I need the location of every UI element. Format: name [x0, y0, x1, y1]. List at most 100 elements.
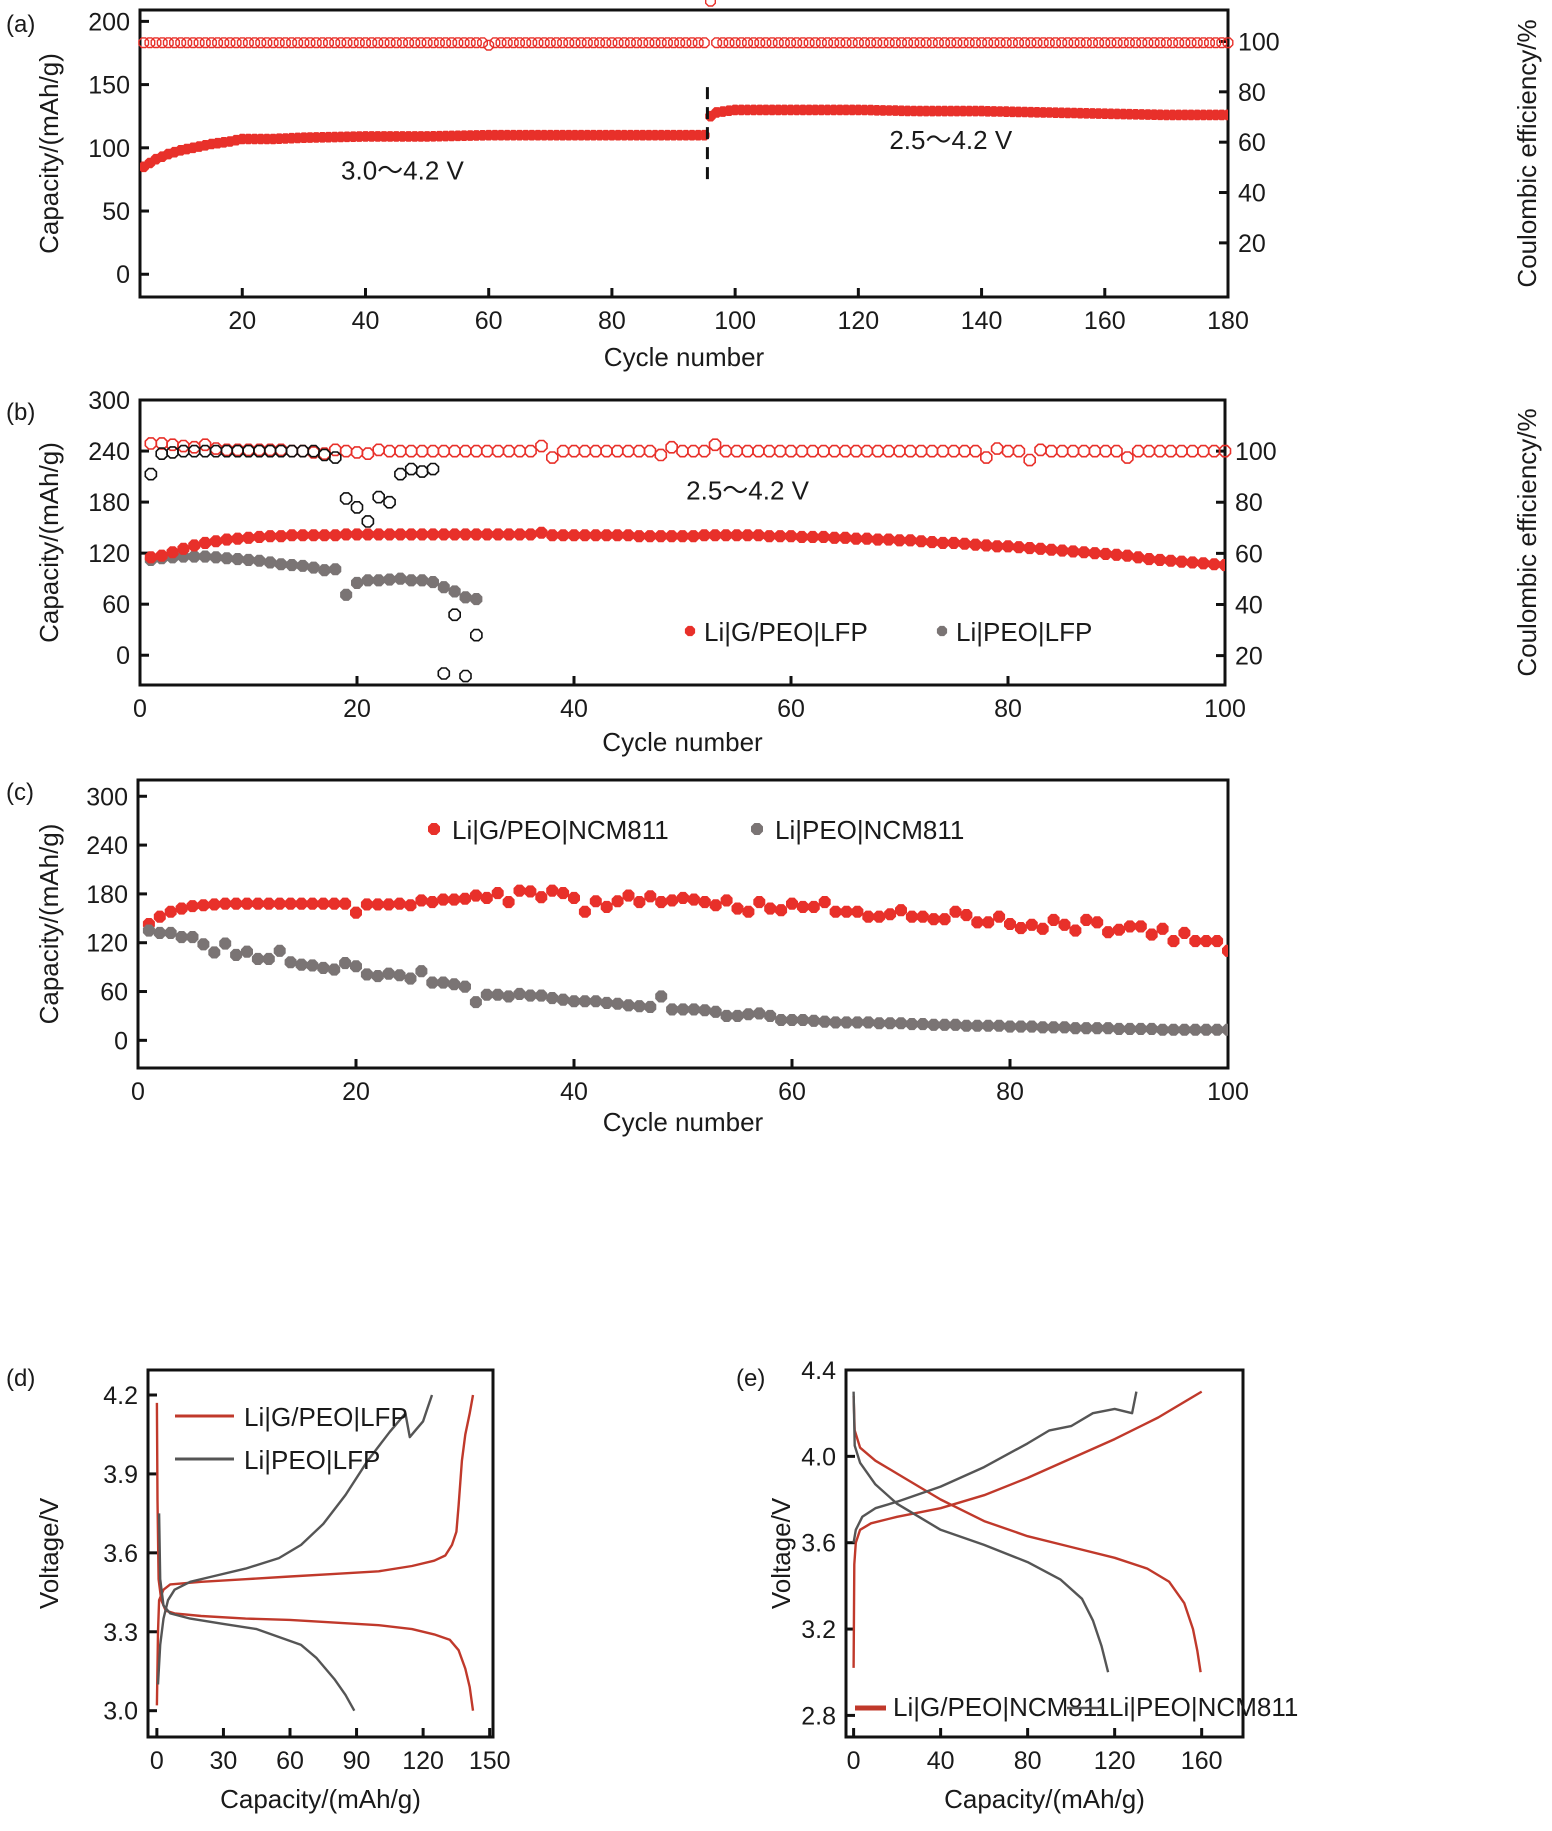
y2-axis-title: Coulombic efficiency/%	[1512, 19, 1542, 287]
capacity-point	[404, 972, 417, 985]
efficiency-point	[939, 37, 951, 49]
efficiency-point	[563, 37, 575, 49]
efficiency-point	[514, 37, 525, 49]
x-tick-label: 0	[847, 1747, 861, 1775]
y-tick-label: 0	[116, 642, 130, 670]
capacity-point	[405, 528, 418, 541]
efficiency-point	[1216, 37, 1228, 49]
capacity-point	[264, 556, 277, 569]
efficiency-point	[1160, 37, 1172, 49]
y-tick-label: 3.0	[103, 1698, 138, 1726]
capacity-point	[687, 1003, 700, 1016]
efficiency-point	[198, 438, 212, 452]
efficiency-point	[372, 443, 385, 457]
efficiency-point	[692, 37, 704, 49]
efficiency-point	[686, 37, 698, 49]
capacity-point	[578, 529, 591, 542]
x-tick-label: 80	[598, 307, 626, 335]
capacity-point	[568, 995, 580, 1008]
efficiency-point	[668, 37, 679, 49]
capacity-point	[1102, 1022, 1115, 1035]
x-tick-label: 60	[276, 1747, 304, 1775]
efficiency-point	[339, 492, 353, 505]
capacity-point	[644, 1000, 657, 1013]
voltage-window-annotation: 3.0～4.2 V	[341, 155, 465, 185]
capacity-point	[1067, 545, 1080, 558]
efficiency-point	[366, 37, 378, 49]
capacity-point	[273, 897, 286, 910]
efficiency-point	[752, 444, 765, 458]
efficiency-point	[920, 37, 932, 49]
efficiency-point	[589, 444, 602, 458]
efficiency-point	[1185, 37, 1197, 49]
capacity-point	[546, 992, 559, 1005]
capacity-point	[491, 887, 504, 900]
plot-area	[142, 884, 1228, 1036]
y-tick-label: 4.0	[801, 1443, 836, 1471]
capacity-point	[1197, 557, 1210, 570]
efficiency-point	[350, 446, 364, 459]
capacity-point	[405, 574, 418, 587]
efficiency-point	[947, 444, 961, 458]
capacity-point	[1102, 926, 1115, 939]
efficiency-point	[464, 37, 476, 49]
capacity-point	[600, 900, 613, 913]
capacity-point	[1178, 1023, 1191, 1036]
x-axis-title: Capacity/(mAh/g)	[220, 1784, 421, 1814]
efficiency-point	[150, 37, 162, 49]
efficiency-point	[1186, 444, 1199, 458]
capacity-point	[633, 530, 646, 543]
capacity-point	[774, 530, 787, 543]
capacity-point	[242, 531, 255, 544]
capacity-point	[253, 530, 266, 543]
efficiency-point	[958, 444, 971, 458]
capacity-point	[666, 894, 679, 907]
capacity-point	[1123, 1022, 1136, 1035]
capacity-point	[840, 905, 853, 918]
efficiency-point	[926, 37, 938, 49]
capacity-point	[775, 904, 788, 917]
efficiency-point	[1175, 444, 1188, 458]
efficiency-point	[296, 444, 310, 458]
capacity-point	[763, 530, 776, 543]
efficiency-point	[372, 490, 385, 504]
charge-curve	[852, 1391, 1138, 1543]
efficiency-point	[546, 451, 559, 464]
efficiency-point	[754, 37, 766, 49]
capacity-point	[317, 961, 330, 974]
efficiency-point	[199, 37, 211, 49]
capacity-point	[730, 529, 743, 542]
capacity-point	[153, 926, 166, 939]
capacity-point	[1014, 1020, 1027, 1033]
efficiency-point	[155, 447, 168, 460]
efficiency-point	[452, 37, 464, 49]
capacity-point	[1002, 540, 1014, 553]
y-tick-label: 50	[102, 198, 130, 226]
y-tick-label: 120	[88, 540, 130, 568]
capacity-point	[1069, 1022, 1082, 1035]
y-tick-label: 4.4	[801, 1357, 836, 1385]
efficiency-point	[415, 465, 429, 478]
efficiency-point	[347, 37, 359, 49]
capacity-point	[654, 530, 667, 543]
capacity-point	[884, 1017, 897, 1030]
capacity-point	[949, 905, 962, 918]
capacity-point	[752, 529, 765, 542]
capacity-point	[230, 897, 243, 910]
capacity-point	[568, 529, 580, 542]
capacity-point	[1211, 935, 1224, 948]
capacity-point	[611, 895, 624, 908]
capacity-point	[199, 536, 212, 549]
capacity-point	[1167, 1023, 1180, 1036]
x-axis-title: Cycle number	[603, 1107, 764, 1137]
efficiency-point	[187, 37, 199, 49]
efficiency-point	[532, 37, 544, 49]
capacity-point	[197, 899, 210, 912]
efficiency-point	[729, 37, 741, 49]
x-tick-label: 160	[1084, 307, 1126, 335]
efficiency-point	[1130, 37, 1142, 49]
x-tick-label: 160	[1181, 1747, 1223, 1775]
efficiency-point	[1110, 444, 1123, 458]
y-tick-label: 3.6	[103, 1540, 138, 1568]
y2-tick-label: 20	[1238, 230, 1266, 258]
